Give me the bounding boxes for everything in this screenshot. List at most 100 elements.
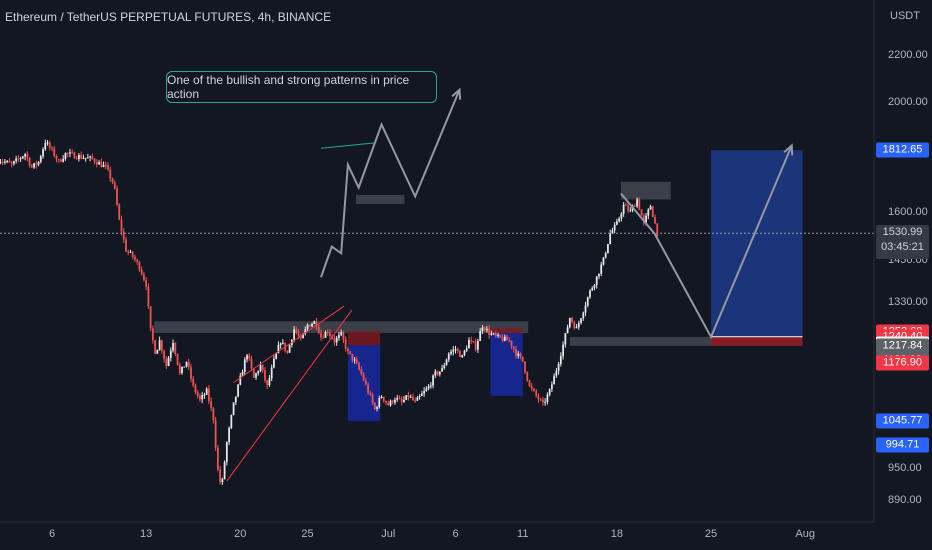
drawing-layer (226, 87, 794, 482)
annotation-callout[interactable]: One of the bullish and strong patterns i… (166, 71, 437, 103)
position-short-1-stop (347, 331, 381, 346)
candle-body (445, 359, 448, 366)
candle-body (91, 156, 94, 159)
candle-body (84, 157, 87, 159)
candle-body (494, 333, 497, 336)
candle-body (389, 400, 392, 406)
candle-body (140, 269, 143, 275)
candle-body (593, 284, 596, 288)
candle-body (246, 355, 248, 360)
candle-body (550, 384, 553, 390)
candle-body (136, 259, 139, 262)
candle-body (255, 373, 257, 378)
candle-body (403, 399, 405, 402)
candle-body (490, 333, 493, 336)
candle-body (6, 160, 9, 162)
candle-body (80, 154, 83, 159)
candle-body (315, 321, 318, 327)
zone-recent-high (620, 181, 671, 200)
candle-body (364, 380, 367, 385)
candle-body (485, 328, 488, 331)
chart-title: Ethereum / TetherUS PERPETUAL FUTURES, 4… (5, 10, 332, 24)
price-label: 1045.77 (876, 413, 929, 429)
candle-body (147, 286, 150, 307)
y-tick-label: 950.00 (888, 461, 922, 474)
candle-body (376, 407, 378, 410)
projection-arrowhead (783, 143, 794, 156)
candle-body (611, 230, 614, 234)
candle-body (277, 344, 280, 354)
candle-body (604, 253, 607, 258)
pattern-sketch-path (320, 89, 461, 278)
candle-body (463, 350, 466, 356)
current-price-label: 1530.99 03:45:21 (876, 225, 929, 260)
candle-body (93, 158, 96, 163)
candle-body (620, 213, 623, 219)
candle-body (618, 218, 621, 222)
candle-body (329, 332, 331, 336)
candle-body (4, 161, 6, 163)
candle-body (519, 353, 522, 357)
x-tick-label: Jul (381, 528, 396, 540)
candle-body (194, 385, 197, 393)
candle-body (526, 372, 529, 381)
candle-countdown: 03:45:21 (881, 241, 924, 254)
candle-body (432, 375, 434, 386)
candle-body (436, 371, 439, 375)
candle-body (131, 251, 134, 257)
candle-body (122, 231, 125, 240)
candle-body (82, 158, 85, 160)
candle-body (418, 395, 421, 398)
candle-body (472, 340, 475, 343)
candle-body (452, 349, 455, 352)
candles-layer (0, 139, 659, 485)
candle-body (441, 368, 443, 372)
candle-body (654, 217, 656, 224)
candle-body (212, 408, 215, 421)
x-tick-label: 18 (610, 528, 624, 540)
candle-body (616, 221, 618, 225)
candle-body (450, 351, 452, 354)
candle-body (275, 353, 278, 359)
price-label: 1176.90 (876, 355, 929, 371)
candle-body (151, 328, 154, 341)
candle-body (488, 328, 491, 336)
candle-body (1, 161, 4, 163)
candle-body (109, 169, 112, 179)
candle-body (624, 204, 627, 206)
price-label: 1217.84 (876, 338, 929, 354)
candle-body (24, 154, 26, 157)
candle-body (208, 388, 210, 402)
candle-body (342, 332, 345, 340)
candle-body (369, 392, 372, 395)
x-tick-label: 11 (517, 528, 529, 540)
candle-body (205, 388, 208, 395)
candle-body (546, 394, 549, 402)
candle-body (0, 161, 2, 163)
candle-body (89, 156, 92, 158)
candle-body (176, 353, 179, 365)
candle-body (160, 340, 163, 352)
candle-body (172, 342, 174, 351)
candle-body (649, 206, 652, 210)
candle-body (391, 400, 394, 403)
candle-body (367, 384, 369, 393)
candle-body (264, 370, 266, 381)
candle-body (174, 342, 177, 354)
candle-body (279, 343, 282, 345)
candle-body (71, 152, 74, 154)
candle-body (60, 159, 62, 162)
candle-body (651, 206, 654, 218)
candle-body (37, 161, 40, 165)
candle-body (167, 357, 170, 366)
candle-body (586, 297, 589, 306)
candle-body (506, 336, 508, 341)
candle-body (17, 158, 20, 160)
candle-body (636, 199, 638, 207)
candle-body (28, 157, 31, 166)
candle-body (353, 359, 356, 361)
candle-body (333, 338, 336, 343)
candle-body (609, 233, 612, 244)
y-tick-label: 890.00 (888, 494, 922, 506)
